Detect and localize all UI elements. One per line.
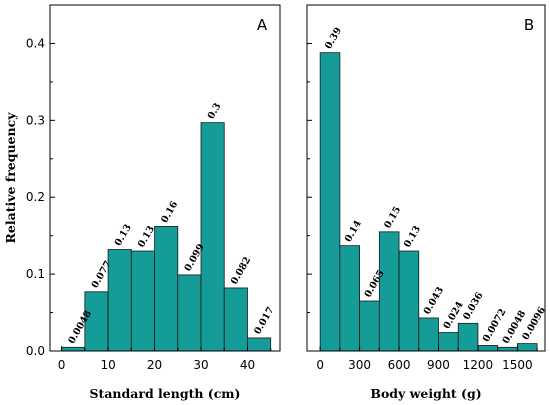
bar-label-a-6: 0.3 [206,101,224,121]
bar-b-4 [398,250,420,352]
plot-frame-a [49,4,281,352]
bar-b-8 [477,345,499,352]
x-axis-ticks-a: 0 10 20 30 40 [58,346,272,372]
x-tick-label-b-4: 1200 [463,358,494,372]
y-tick-label-2: 0.2 [26,190,45,204]
bar-a-4 [154,226,179,352]
bars-b [319,52,538,352]
y-tick-label-3: 0.3 [26,113,45,127]
y-axis-title: Relative frequency [3,112,18,244]
plot-frame-b [306,4,546,352]
x-axis-title-b: Body weight (g) [370,386,481,401]
x-tick-label-a-3: 30 [193,358,208,372]
bar-a-6 [200,122,225,352]
bar-label-b-0: 0.39 [323,25,344,51]
bar-label-b-4: 0.13 [402,224,423,250]
bar-label-a-4: 0.16 [159,199,180,225]
bar-label-a-7: 0.082 [229,255,253,286]
bar-a-5 [177,274,202,352]
x-tick-label-b-5: 1500 [502,358,533,372]
bar-a-0 [61,346,86,352]
x-tick-label-b-3: 900 [427,358,450,372]
x-tick-label-a-4: 40 [240,358,255,372]
bar-label-a-2: 0.13 [113,222,134,248]
x-tick-label-a-2: 20 [147,358,162,372]
bar-label-a-8: 0.017 [252,305,276,336]
bars-a [61,122,272,352]
x-axis-title-a: Standard length (cm) [90,386,241,401]
bar-label-b-5: 0.043 [422,285,446,316]
bar-b-1 [339,245,360,352]
bar-b-10 [516,343,538,352]
x-axis-ticks-b: 0 300 600 900 1200 1500 [316,346,538,372]
panel-letter-b: B [524,16,534,34]
y-axis-ticks-b [307,4,312,352]
bar-label-b-3: 0.15 [382,205,403,231]
panel-letter-a: A [257,16,268,34]
bar-label-a-3: 0.13 [136,224,157,250]
panel-b: 0.390.140.0650.150.130.0430.0240.0360.00… [306,4,548,401]
bar-b-3 [378,231,400,352]
y-tick-label-4: 0.4 [26,36,45,50]
bar-a-3 [130,250,155,352]
y-tick-label-1: 0.1 [26,267,45,281]
bar-b-5 [418,317,439,352]
x-tick-label-a-0: 0 [58,358,66,372]
bar-a-7 [223,287,248,352]
bar-label-b-10: 0.0096 [520,305,548,342]
bar-b-9 [497,346,518,352]
bar-b-7 [457,322,479,352]
x-tick-label-a-1: 10 [100,358,115,372]
bar-a-8 [247,337,272,352]
y-tick-label-0: 0.0 [26,344,45,358]
x-tick-label-b-2: 600 [388,358,411,372]
y-axis-ticks-a: 0.0 0.1 0.2 0.3 0.4 [26,4,55,358]
bar-label-b-1: 0.14 [343,218,364,244]
x-tick-label-b-1: 300 [348,358,371,372]
bar-b-0 [319,52,341,352]
bar-b-6 [438,332,459,352]
bar-b-2 [359,300,380,352]
x-tick-label-b-0: 0 [316,358,324,372]
